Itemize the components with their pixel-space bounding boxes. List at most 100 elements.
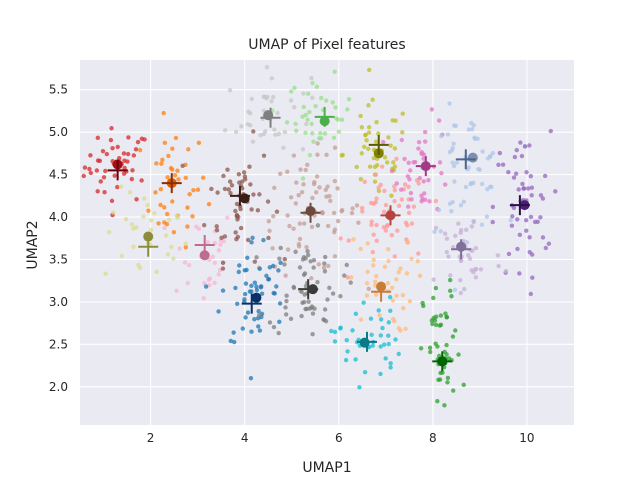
data-point	[513, 171, 519, 176]
data-point	[216, 272, 221, 277]
data-point	[463, 184, 469, 190]
data-point	[318, 131, 323, 136]
data-point	[405, 223, 410, 228]
y-axis-label: UMAP2	[25, 220, 41, 269]
data-point	[432, 318, 438, 323]
data-point	[271, 324, 277, 330]
y-tick-label: 5.5	[49, 83, 68, 97]
data-point	[334, 116, 339, 121]
data-point	[173, 135, 179, 141]
data-point	[165, 175, 170, 180]
data-point	[473, 245, 479, 251]
data-point	[497, 150, 503, 156]
data-point	[139, 178, 144, 183]
data-point	[416, 251, 421, 256]
data-point	[283, 312, 289, 317]
data-point	[404, 271, 410, 276]
data-point	[154, 269, 159, 275]
data-point	[546, 241, 552, 246]
data-point	[384, 160, 390, 165]
data-point	[219, 235, 224, 241]
data-point	[392, 198, 397, 204]
data-point	[202, 280, 207, 286]
data-point	[478, 267, 484, 272]
data-point	[297, 221, 303, 226]
data-point	[315, 141, 320, 146]
data-point	[354, 164, 359, 170]
data-point	[367, 164, 373, 169]
data-point	[95, 158, 101, 163]
data-point	[98, 179, 103, 184]
data-point	[439, 133, 444, 139]
data-point	[265, 199, 271, 204]
data-point	[310, 95, 315, 100]
data-point	[303, 167, 308, 173]
data-point	[453, 123, 459, 129]
data-point	[386, 247, 391, 252]
data-point	[345, 349, 350, 354]
data-point	[220, 288, 226, 293]
centroid-marker	[143, 231, 154, 242]
data-point	[361, 300, 366, 305]
data-point	[129, 222, 135, 227]
data-point	[283, 305, 288, 310]
data-point	[269, 76, 275, 81]
data-point	[269, 99, 274, 104]
data-point	[251, 192, 256, 197]
data-point	[390, 298, 396, 303]
data-point	[235, 301, 240, 306]
data-point	[538, 193, 544, 198]
data-point	[527, 235, 532, 240]
data-point	[388, 365, 393, 370]
data-point	[432, 229, 437, 235]
data-point	[305, 162, 310, 168]
data-point	[515, 217, 520, 222]
data-point	[335, 186, 340, 191]
data-point	[314, 84, 320, 89]
data-point	[366, 130, 372, 135]
data-point	[145, 202, 150, 208]
data-point	[311, 258, 317, 263]
data-point	[316, 262, 321, 267]
data-point	[322, 131, 328, 136]
data-point	[148, 227, 154, 233]
data-point	[381, 209, 387, 214]
data-point	[245, 255, 250, 261]
data-point	[88, 170, 94, 176]
data-point	[315, 152, 320, 157]
data-point	[229, 183, 235, 188]
data-point	[436, 118, 442, 123]
data-point	[236, 214, 241, 220]
data-point	[300, 147, 306, 152]
data-point	[335, 218, 341, 224]
data-point	[374, 222, 379, 228]
x-tick-label: 10	[519, 431, 534, 445]
data-point	[242, 297, 247, 302]
data-point	[126, 135, 131, 140]
data-point	[401, 306, 406, 311]
data-point	[227, 179, 233, 184]
data-point	[240, 179, 245, 184]
data-point	[299, 189, 305, 195]
data-point	[344, 337, 349, 343]
data-point	[521, 186, 526, 191]
data-point	[332, 178, 338, 184]
data-point	[315, 223, 321, 228]
data-point	[445, 132, 451, 137]
data-point	[282, 257, 288, 262]
data-point	[292, 85, 297, 91]
data-point	[540, 196, 546, 201]
data-point	[438, 313, 444, 318]
data-point	[216, 248, 222, 253]
data-point	[185, 205, 190, 210]
data-point	[183, 241, 189, 246]
data-point	[272, 127, 277, 132]
data-point	[364, 293, 370, 298]
data-point	[177, 246, 182, 251]
data-point	[331, 135, 337, 141]
data-point	[293, 121, 298, 127]
data-point	[548, 128, 553, 134]
data-point	[174, 288, 179, 294]
data-point	[391, 160, 396, 165]
data-point	[393, 337, 398, 342]
